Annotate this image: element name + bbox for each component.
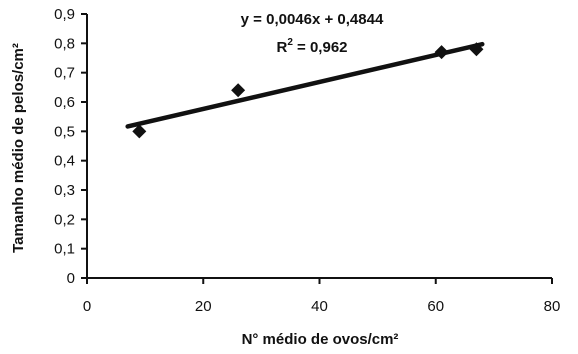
y-tick-label: 0 xyxy=(67,270,75,287)
r2-value: = 0,962 xyxy=(293,39,348,56)
data-point xyxy=(434,45,449,60)
x-tick-label: 60 xyxy=(427,298,444,315)
x-tick-label: 20 xyxy=(195,298,212,315)
y-tick-label: 0,4 xyxy=(54,153,75,170)
x-tick-label: 0 xyxy=(83,298,91,315)
x-tick-label: 80 xyxy=(544,298,561,315)
trendline xyxy=(125,41,485,129)
data-point xyxy=(132,124,147,139)
x-axis-title: N° médio de ovos/cm² xyxy=(242,331,399,348)
x-tick-label: 40 xyxy=(311,298,328,315)
y-tick-label: 0,6 xyxy=(54,94,75,111)
y-tick-label: 0,8 xyxy=(54,35,75,52)
trendline-equation: y = 0,0046x + 0,4844 xyxy=(241,11,384,28)
y-tick-label: 0,7 xyxy=(54,65,75,82)
y-tick-label: 0,1 xyxy=(54,241,75,258)
data-point xyxy=(231,83,246,98)
trendline-group xyxy=(125,41,485,129)
r-squared-label: R2 = 0,962 xyxy=(276,37,347,56)
data-point xyxy=(469,42,484,57)
data-points xyxy=(132,42,484,139)
y-tick-label: 0,3 xyxy=(54,182,75,199)
ticks: 0 0,1 0,2 0,3 0,4 0,5 0,6 0,7 0,8 0,9 0 20 40 60 80 xyxy=(54,6,560,315)
r2-prefix: R xyxy=(276,39,287,56)
y-tick-label: 0,9 xyxy=(54,6,75,23)
r2-superscript: 2 xyxy=(287,37,293,48)
y-axis-title: Tamanho médio de pelos/cm² xyxy=(10,43,27,253)
y-tick-label: 0,2 xyxy=(54,211,75,228)
y-tick-label: 0,5 xyxy=(54,123,75,140)
